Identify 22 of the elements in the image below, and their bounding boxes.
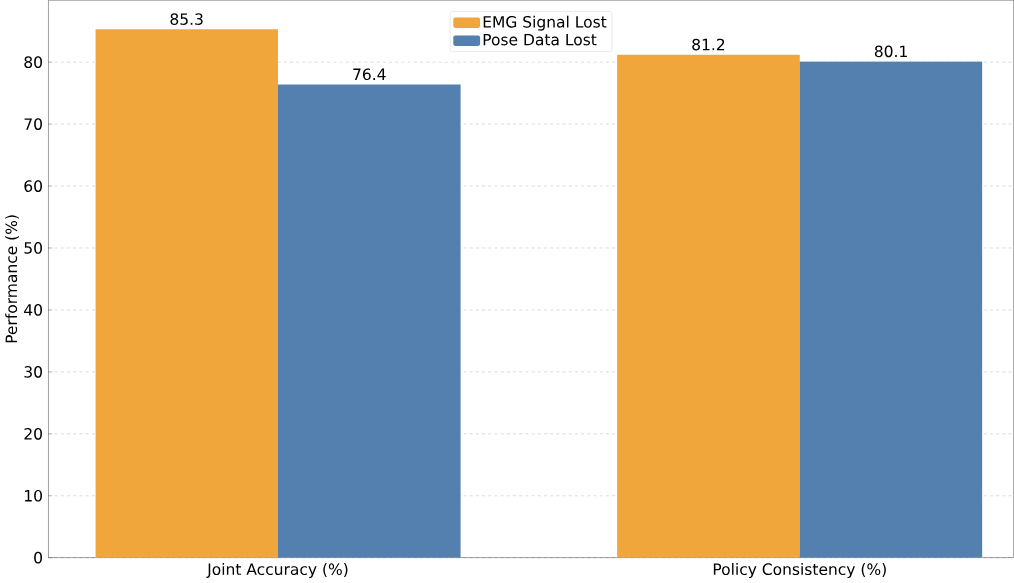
data-label: 76.4 <box>353 68 386 81</box>
y-tick-label: 0 <box>34 551 42 564</box>
y-tick-label: 10 <box>25 489 42 502</box>
data-label: 85.3 <box>170 13 203 25</box>
data-label: 80.1 <box>874 45 907 58</box>
y-tick-label: 50 <box>24 242 42 254</box>
bar <box>277 84 461 558</box>
y-tick-label: 80 <box>24 56 42 68</box>
legend-label: EMG Signal Lost <box>483 15 607 31</box>
x-tick-label: Joint Accuracy (%) <box>206 562 348 578</box>
bar <box>799 61 983 558</box>
bar <box>95 29 278 558</box>
legend-label: Pose Data Lost <box>483 33 597 46</box>
y-tick-label: 20 <box>24 427 42 440</box>
data-label: 81.2 <box>692 38 725 51</box>
bar <box>617 54 800 558</box>
y-tick-label: 40 <box>24 303 42 316</box>
y-tick-label: 30 <box>24 365 42 378</box>
y-axis-title: Performance (%) <box>5 215 19 343</box>
y-tick-label: 70 <box>24 118 42 130</box>
x-tick-label: Policy Consistency (%) <box>713 562 886 578</box>
y-tick-label: 60 <box>24 180 42 192</box>
